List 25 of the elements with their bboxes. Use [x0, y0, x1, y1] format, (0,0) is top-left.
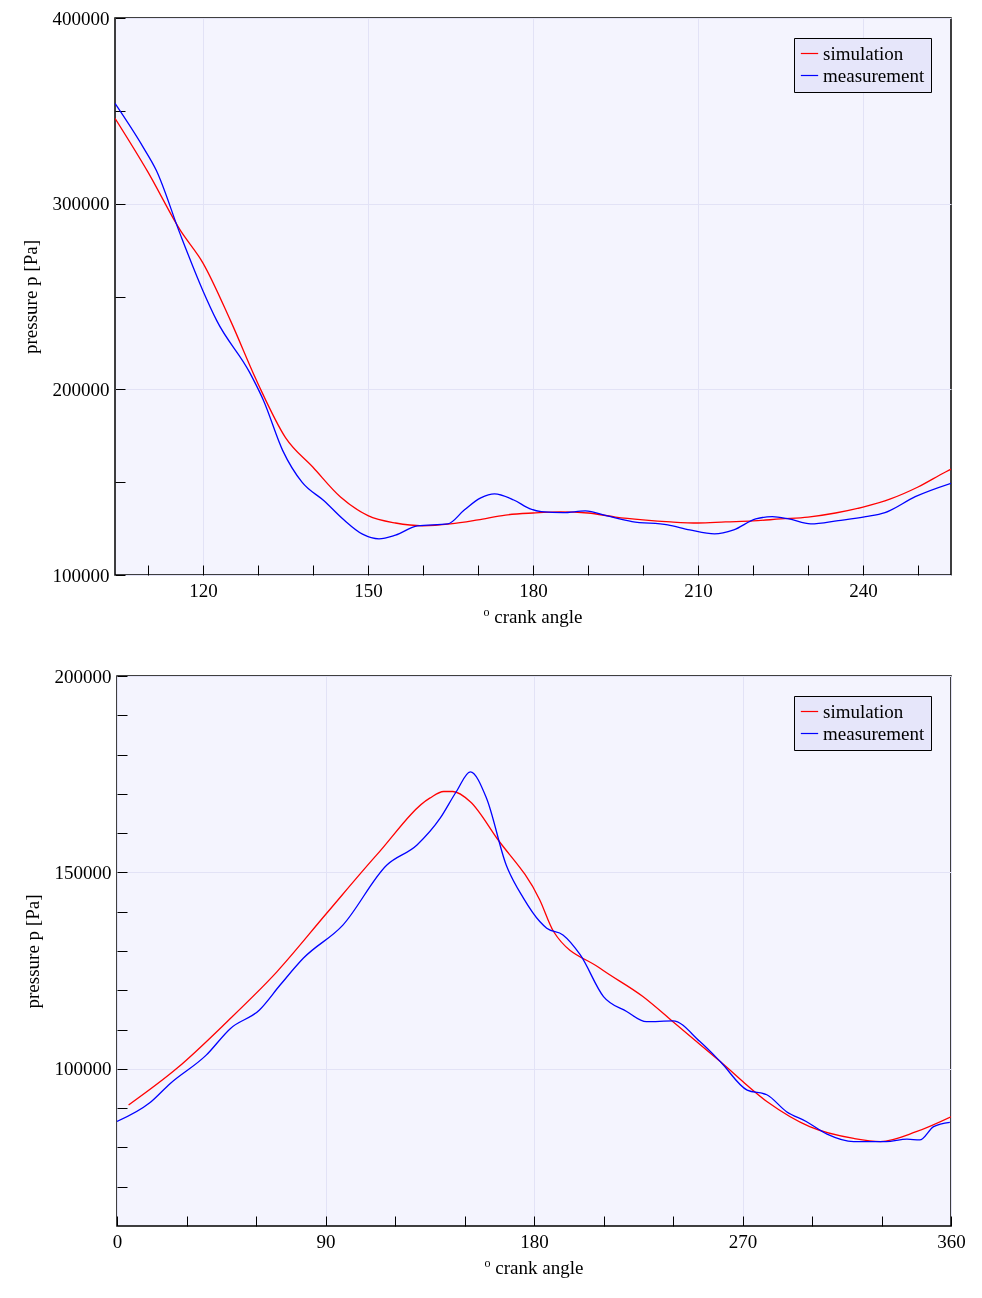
y-tick-label: 100000: [52, 564, 110, 586]
y-tick-label: 200000: [54, 665, 112, 687]
x-tick-label: 360: [937, 1230, 966, 1252]
x-axis-title: $^{o}$ crank angle: [483, 1256, 585, 1280]
y-axis-title: pressure p [Pa]: [19, 240, 41, 354]
legend-label: simulation: [823, 42, 904, 64]
x-tick-label: 180: [519, 579, 548, 601]
y-tick-label: 100000: [54, 1058, 112, 1080]
legend-label: measurement: [823, 64, 926, 86]
y-tick-label: 150000: [54, 861, 112, 883]
x-tick-label: 270: [728, 1230, 758, 1252]
x-tick-label: 120: [189, 579, 218, 601]
x-tick-label: 240: [849, 579, 878, 601]
y-tick-label: 400000: [52, 7, 110, 29]
x-tick-label: 90: [316, 1230, 336, 1252]
y-tick-label: 300000: [52, 193, 110, 215]
y-axis-title: pressure p [Pa]: [21, 894, 43, 1009]
x-tick-label: 0: [112, 1230, 123, 1252]
x-axis-title: $^{o}$ crank angle: [482, 605, 584, 629]
legend-label: measurement: [823, 722, 926, 744]
legend-label: simulation: [823, 700, 904, 722]
x-tick-label: 210: [684, 579, 713, 601]
y-tick-label: 200000: [52, 378, 110, 400]
x-tick-label: 180: [520, 1230, 549, 1252]
x-tick-label: 150: [354, 579, 383, 601]
